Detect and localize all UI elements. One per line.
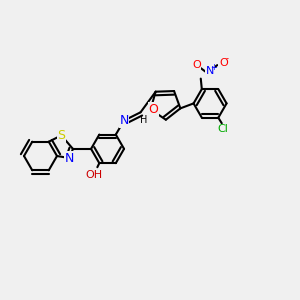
Text: N: N [119,114,129,127]
Text: S: S [57,129,65,142]
Text: H: H [140,115,147,125]
Text: -: - [226,55,229,64]
Text: O: O [192,60,201,70]
Text: O: O [219,58,228,68]
Text: +: + [210,63,217,72]
Text: N: N [206,66,214,76]
Text: OH: OH [86,170,103,180]
Text: Cl: Cl [218,124,229,134]
Text: O: O [148,103,158,116]
Text: N: N [65,152,74,165]
